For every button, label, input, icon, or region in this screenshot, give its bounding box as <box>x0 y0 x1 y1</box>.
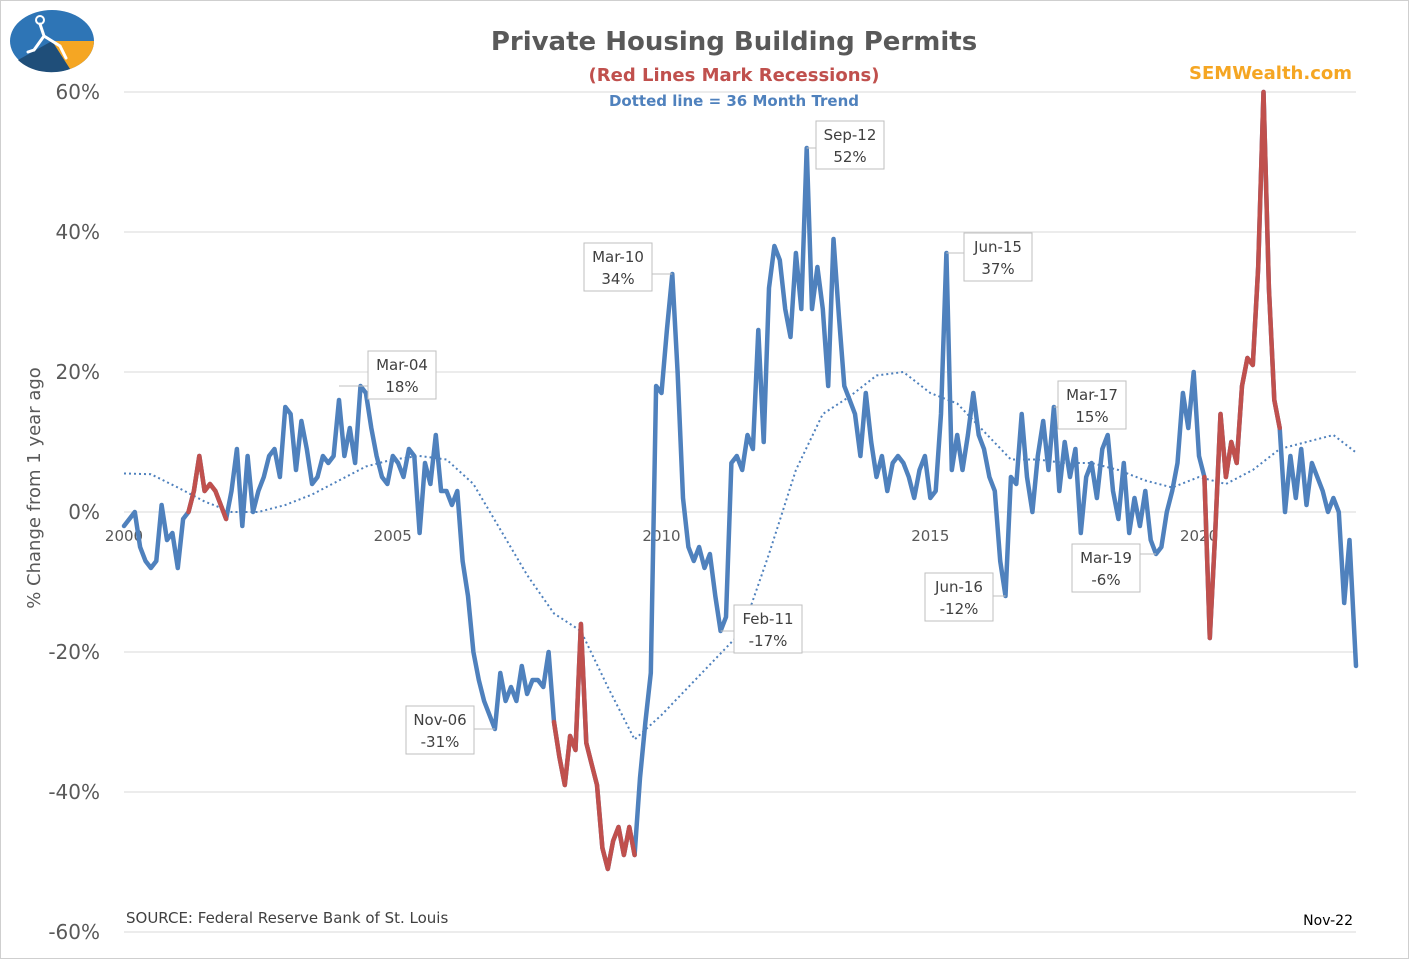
annotation-value: -31% <box>421 733 460 751</box>
annotation-date: Feb-11 <box>742 610 793 628</box>
annotation-date: Mar-10 <box>592 248 644 266</box>
annotation-callout: Mar-19 -6% <box>1071 543 1157 593</box>
brand-name: SEMWealth.com <box>1189 63 1352 84</box>
trend-path <box>123 370 1357 742</box>
annotation-date: Nov-06 <box>413 711 466 729</box>
annotation-callout: Sep-12 52% <box>806 120 885 170</box>
trend-line <box>123 370 1357 742</box>
x-tick-label: 2000 <box>105 527 143 545</box>
y-tick-label: 0% <box>68 500 100 524</box>
recession-segments <box>186 89 1282 872</box>
annotation-value: -17% <box>749 632 788 650</box>
y-axis-label: % Change from 1 year ago <box>24 367 45 609</box>
chart-title: Private Housing Building Permits <box>491 27 977 57</box>
y-tick-label: -60% <box>48 920 100 944</box>
series-line <box>121 89 1359 872</box>
x-tick-label: 2010 <box>642 527 680 545</box>
recession-path <box>551 621 637 872</box>
x-tick-label: 2020 <box>1180 527 1218 545</box>
annotation-date: Jun-15 <box>973 238 1022 256</box>
annotations: Mar-04 18% Nov-06 -31% Mar-10 34% Feb-11 -17% Se… <box>339 120 1157 755</box>
y-axis-ticks: 60% 40% 20% 0% -20% -40% -60% <box>48 80 100 944</box>
date-stamp: Nov-22 <box>1303 913 1353 929</box>
y-tick-label: 20% <box>56 360 100 384</box>
gridlines <box>124 91 1356 933</box>
chart-subtitle: (Red Lines Mark Recessions) <box>589 65 880 86</box>
annotation-callout: Feb-11 -17% <box>720 604 803 654</box>
recession-path <box>186 453 229 522</box>
annotation-value: 18% <box>385 378 418 396</box>
annotation-callout: Nov-06 -31% <box>405 705 495 755</box>
x-tick-label: 2005 <box>374 527 412 545</box>
annotation-date: Mar-19 <box>1080 549 1132 567</box>
annotation-value: 37% <box>981 260 1014 278</box>
y-tick-label: -40% <box>48 780 100 804</box>
x-axis-ticks: 2000 2005 2010 2015 2020 <box>105 527 1218 545</box>
annotation-date: Mar-04 <box>376 356 428 374</box>
annotation-value: 34% <box>601 270 634 288</box>
annotation-callout: Mar-17 15% <box>1053 380 1127 430</box>
y-tick-label: -20% <box>48 640 100 664</box>
y-tick-label: 40% <box>56 220 100 244</box>
trend-note: Dotted line = 36 Month Trend <box>609 92 859 110</box>
source-note: SOURCE: Federal Reserve Bank of St. Loui… <box>126 909 448 927</box>
annotation-value: 52% <box>833 148 866 166</box>
annotation-date: Mar-17 <box>1066 386 1118 404</box>
annotation-value: -6% <box>1091 571 1120 589</box>
y-tick-label: 60% <box>56 80 100 104</box>
annotation-value: -12% <box>940 600 979 618</box>
x-tick-label: 2015 <box>911 527 949 545</box>
annotation-date: Sep-12 <box>824 126 877 144</box>
annotation-date: Jun-16 <box>934 578 983 596</box>
annotation-callout: Mar-10 34% <box>583 242 673 292</box>
annotation-value: 15% <box>1075 408 1108 426</box>
annotation-callout: Jun-15 37% <box>946 232 1033 282</box>
series-path <box>121 89 1359 872</box>
brand-logo-icon <box>10 10 94 73</box>
recession-path <box>1202 89 1282 641</box>
annotation-callout: Jun-16 -12% <box>924 572 1006 622</box>
annotation-callout: Mar-04 18% <box>339 350 437 400</box>
